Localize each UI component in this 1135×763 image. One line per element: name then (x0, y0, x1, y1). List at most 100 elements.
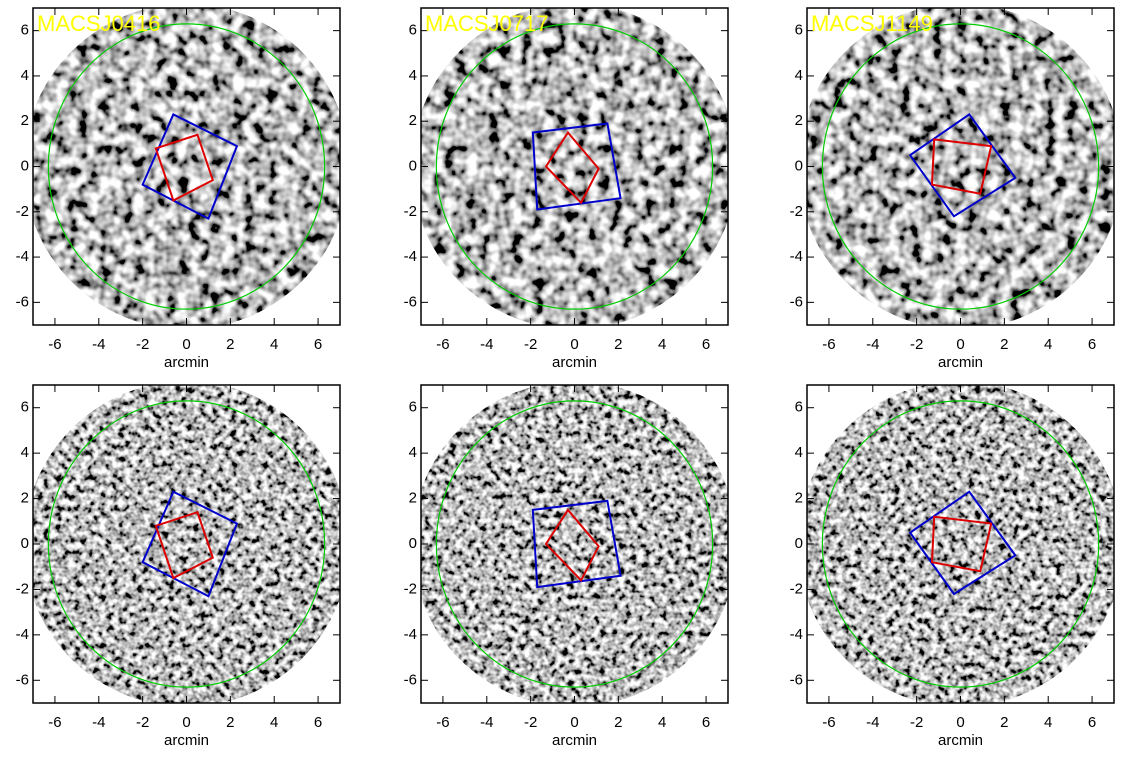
x-tick-label: 2 (614, 336, 622, 353)
x-tick-label: 6 (1088, 336, 1096, 353)
y-tick-label: -6 (404, 293, 417, 310)
x-tick-label: -4 (480, 336, 493, 353)
x-axis-label: arcmin (938, 354, 983, 371)
y-tick-label: 0 (795, 157, 803, 174)
y-tick-label: 0 (795, 535, 803, 552)
sky-image (807, 8, 1114, 325)
y-tick-label: 6 (409, 399, 417, 416)
y-tick-label: -6 (404, 671, 417, 688)
y-tick-label: 4 (409, 444, 417, 461)
x-tick-label: 4 (658, 714, 666, 731)
region (154, 133, 215, 202)
sky-image (421, 385, 728, 703)
panel: -6 -4 -2 0 2 4 6 -6 -4 -2 0 2 4 6 arcmin (790, 384, 1115, 749)
region (930, 138, 993, 195)
x-tick-label: 2 (1000, 714, 1008, 731)
y-tick-label: 6 (795, 399, 803, 416)
x-tick-label: -2 (136, 714, 149, 731)
region (531, 499, 622, 589)
y-tick-label: 0 (21, 535, 29, 552)
region-circle (821, 23, 1100, 310)
sky-image (33, 8, 340, 325)
y-tick-label: 0 (409, 157, 417, 174)
y-tick-label: 4 (21, 444, 29, 461)
region-circle (435, 400, 714, 688)
region (544, 130, 600, 205)
y-tick-label: 4 (795, 67, 803, 84)
x-axis-label: arcmin (164, 354, 209, 371)
region-circle (435, 23, 714, 310)
x-tick-label: 0 (182, 714, 190, 731)
y-tick-label: 2 (21, 490, 29, 507)
x-tick-label: -2 (910, 714, 923, 731)
x-tick-label: 6 (1088, 714, 1096, 731)
x-tick-label: -6 (436, 714, 449, 731)
panel: -6 -4 -2 0 2 4 6 -6 -4 -2 0 2 4 6 arcmin MACSJ1149 (790, 7, 1115, 371)
x-tick-label: -2 (524, 714, 537, 731)
x-axis-label: arcmin (164, 732, 209, 749)
image-area (807, 385, 1114, 703)
x-tick-label: 4 (270, 336, 278, 353)
y-tick-label: 4 (409, 67, 417, 84)
image-area (421, 385, 728, 703)
x-tick-label: -4 (92, 714, 105, 731)
y-tick-label: 4 (795, 444, 803, 461)
region (141, 490, 239, 598)
panel: -6 -4 -2 0 2 4 6 -6 -4 -2 0 2 4 6 arcmin MACSJ0416 (16, 7, 341, 371)
y-tick-label: 6 (409, 22, 417, 39)
x-tick-label: -4 (866, 714, 879, 731)
y-tick-label: -2 (404, 580, 417, 597)
image-area (33, 385, 340, 703)
x-tick-label: -2 (524, 336, 537, 353)
x-tick-label: -2 (136, 336, 149, 353)
y-tick-label: 4 (21, 67, 29, 84)
y-tick-label: -6 (790, 293, 803, 310)
y-tick-label: -2 (16, 203, 29, 220)
x-tick-label: -4 (866, 336, 879, 353)
y-tick-label: -4 (790, 626, 803, 643)
x-tick-label: 6 (702, 336, 710, 353)
x-axis-label: arcmin (552, 732, 597, 749)
sky-image (421, 8, 728, 325)
sky-image (33, 385, 340, 703)
y-tick-label: 0 (409, 535, 417, 552)
panel: -6 -4 -2 0 2 4 6 -6 -4 -2 0 2 4 6 arcmin (404, 384, 729, 749)
x-tick-label: -6 (822, 336, 835, 353)
x-tick-label: 6 (314, 336, 322, 353)
y-tick-label: -4 (404, 626, 417, 643)
y-tick-label: 2 (795, 490, 803, 507)
y-tick-label: -2 (16, 580, 29, 597)
x-tick-label: 0 (956, 336, 964, 353)
region (930, 515, 993, 573)
panel-title: MACSJ0416 (37, 11, 161, 36)
region (154, 510, 215, 580)
x-tick-label: 2 (1000, 336, 1008, 353)
panel-title: MACSJ1149 (811, 11, 933, 36)
x-tick-label: -4 (92, 336, 105, 353)
x-tick-label: 4 (1044, 714, 1052, 731)
y-tick-label: -4 (16, 248, 29, 265)
x-tick-label: -2 (910, 336, 923, 353)
sky-image (807, 385, 1114, 703)
x-tick-label: 0 (956, 714, 964, 731)
y-tick-label: -2 (404, 203, 417, 220)
x-tick-label: 6 (314, 714, 322, 731)
x-tick-label: -6 (822, 714, 835, 731)
x-tick-label: 0 (570, 714, 578, 731)
region (908, 490, 1017, 596)
y-tick-label: -4 (404, 248, 417, 265)
y-tick-label: 6 (795, 22, 803, 39)
x-axis-label: arcmin (938, 732, 983, 749)
x-tick-label: 4 (658, 336, 666, 353)
y-tick-label: -6 (790, 671, 803, 688)
image-area (33, 8, 340, 325)
x-tick-label: -6 (436, 336, 449, 353)
x-axis-label: arcmin (552, 354, 597, 371)
x-tick-label: -4 (480, 714, 493, 731)
region-circle (47, 400, 326, 688)
x-tick-label: 2 (614, 714, 622, 731)
region (544, 508, 600, 583)
x-tick-label: 0 (570, 336, 578, 353)
panel-title: MACSJ0717 (425, 11, 549, 36)
